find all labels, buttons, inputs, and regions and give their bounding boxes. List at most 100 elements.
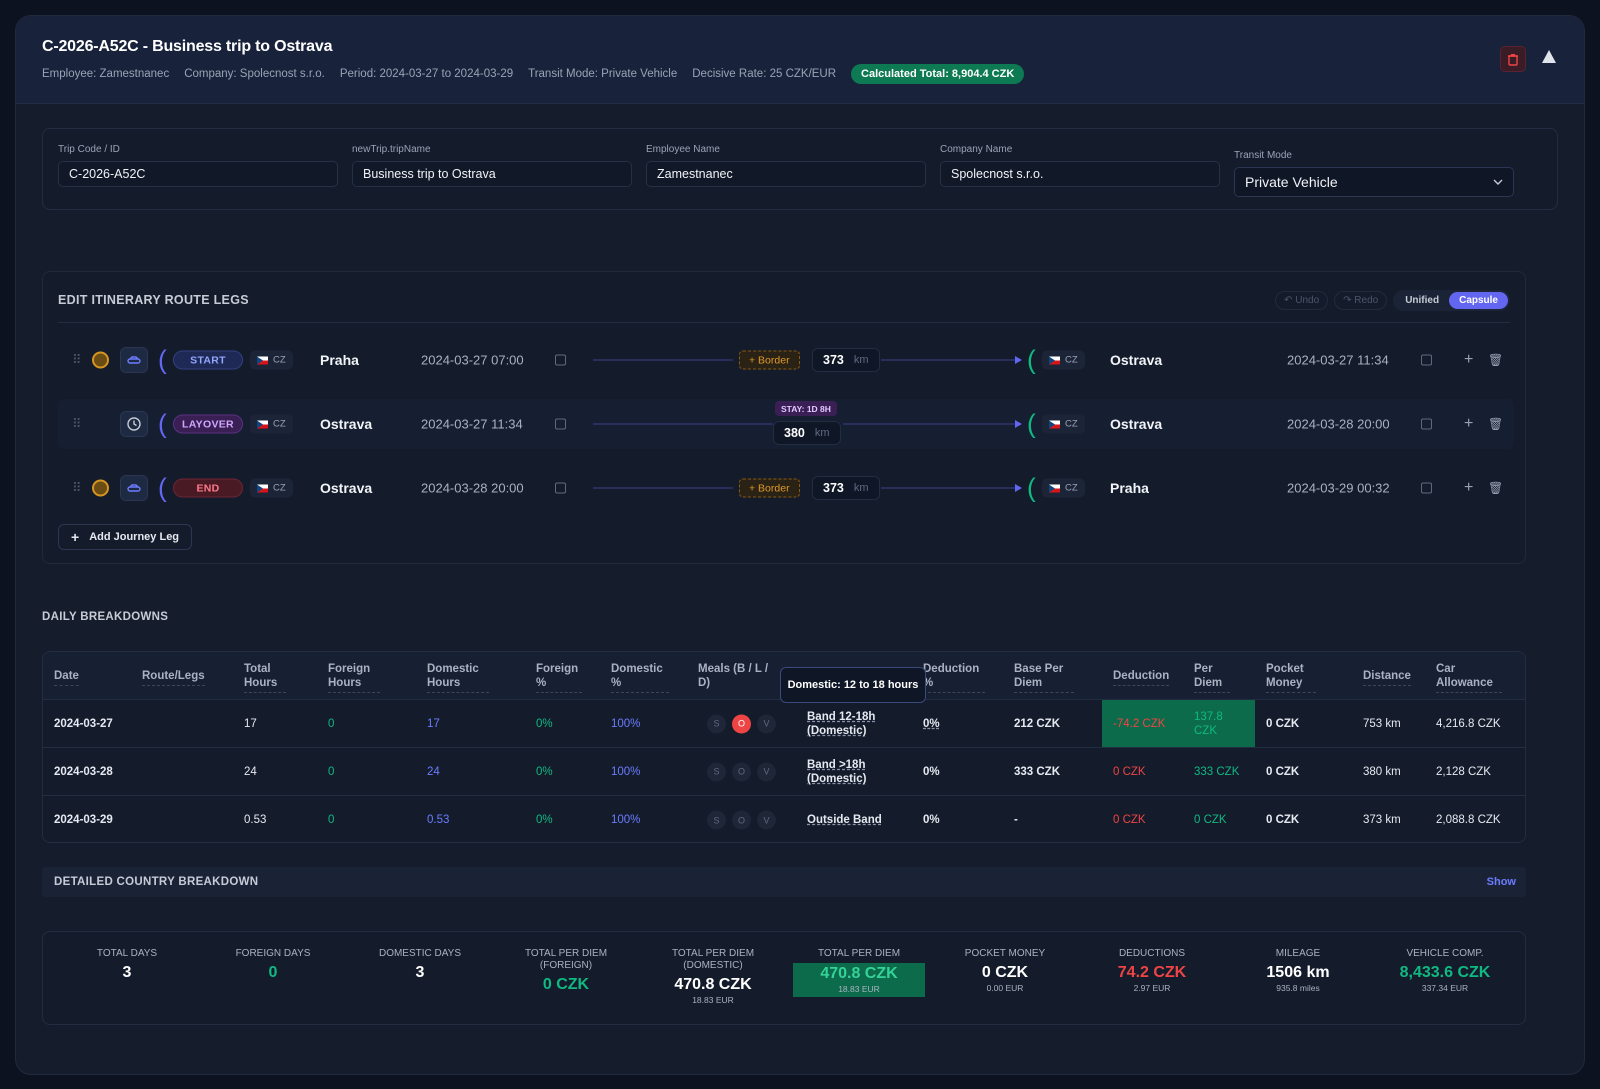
col-per-diem[interactable]: Per Diem — [1194, 662, 1230, 693]
cell-band[interactable]: Outside Band — [807, 814, 882, 826]
summary-domestic-days: DOMESTIC DAYS 3 — [354, 948, 486, 982]
col-pocket-money[interactable]: Pocket Money — [1266, 662, 1316, 693]
transit-mode-select[interactable]: Private Vehicle — [1234, 167, 1514, 197]
delete-leg-icon[interactable]: 🗑 — [1488, 481, 1504, 495]
clock-icon — [127, 417, 141, 431]
col-foreign-pct[interactable]: Foreign % — [536, 662, 582, 693]
cell-pocket-money: 0 CZK — [1266, 765, 1300, 778]
country-breakdown-bar[interactable]: DETAILED COUNTRY BREAKDOWN Show — [42, 867, 1526, 897]
leg-bracket-icon: ( — [1027, 408, 1036, 439]
from-datetime[interactable]: 2024-03-28 20:00 — [421, 480, 524, 496]
col-meals[interactable]: Meals (B / L / D) — [698, 663, 769, 689]
to-datetime[interactable]: 2024-03-28 20:00 — [1287, 416, 1390, 432]
table-row[interactable]: 2024-03-29 0.53 0 0.53 0% 100% S O V Out… — [43, 796, 1525, 842]
breakfast-toggle[interactable]: S — [707, 762, 726, 781]
view-mode-toggle: Unified Capsule — [1393, 290, 1510, 311]
transport-toggle-button[interactable] — [120, 347, 148, 373]
show-country-breakdown-button[interactable]: Show — [1486, 876, 1516, 888]
to-datetime[interactable]: 2024-03-29 00:32 — [1287, 480, 1390, 496]
collapse-icon[interactable] — [1542, 50, 1556, 63]
company-name-input[interactable]: Spolecnost s.r.o. — [940, 161, 1220, 187]
trip-name-field: newTrip.tripName Business trip to Ostrav… — [352, 144, 632, 187]
col-deduction-pct[interactable]: Deduction % — [923, 662, 985, 693]
breakfast-toggle[interactable]: S — [707, 810, 726, 830]
breakfast-toggle[interactable]: S — [707, 714, 726, 733]
add-leg-after-icon[interactable]: + — [1464, 415, 1474, 432]
distance-chip[interactable]: 373 km — [812, 348, 880, 372]
table-row[interactable]: 2024-03-27 17 0 17 0% 100% S O V Band 12… — [43, 700, 1525, 748]
employee-name-input[interactable]: Zamestnanec — [646, 161, 926, 187]
transit-mode-value: Private Vehicle — [1245, 174, 1338, 190]
add-border-button[interactable]: + Border — [739, 350, 800, 370]
itinerary-panel: EDIT ITINERARY ROUTE LEGS ↶ Undo ↷ Redo … — [42, 271, 1526, 564]
redo-label: Redo — [1354, 295, 1379, 306]
drag-handle-icon[interactable]: ⠿ — [72, 480, 82, 495]
distance-unit: km — [853, 354, 869, 366]
add-journey-leg-button[interactable]: + Add Journey Leg — [58, 524, 193, 550]
drag-handle-icon[interactable]: ⠿ — [72, 416, 82, 431]
distance-chip[interactable]: 373 km — [812, 476, 880, 500]
dinner-toggle[interactable]: V — [757, 714, 776, 733]
lunch-toggle[interactable]: O — [732, 810, 751, 830]
to-city[interactable]: Praha — [1110, 480, 1149, 496]
cell-band[interactable]: Band >18h (Domestic) — [807, 758, 867, 785]
dinner-toggle[interactable]: V — [757, 762, 776, 781]
col-distance[interactable]: Distance — [1363, 669, 1411, 686]
from-city[interactable]: Ostrava — [320, 480, 373, 496]
col-base-per-diem[interactable]: Base Per Diem — [1014, 662, 1074, 693]
summary-highlight: 470.8 CZK 18.83 EUR — [793, 963, 925, 997]
col-domestic-hours[interactable]: Domestic Hours — [427, 662, 489, 693]
calendar-icon[interactable] — [555, 354, 566, 366]
calendar-icon[interactable] — [1421, 354, 1432, 366]
from-datetime[interactable]: 2024-03-27 11:34 — [421, 416, 523, 432]
transport-toggle-button[interactable] — [120, 475, 148, 501]
layover-toggle-button[interactable] — [120, 411, 148, 437]
to-country-chip[interactable]: CZ — [1042, 478, 1085, 498]
add-journey-leg-label: Add Journey Leg — [89, 531, 180, 543]
to-country-chip[interactable]: CZ — [1042, 350, 1085, 370]
to-country-chip[interactable]: CZ — [1042, 414, 1085, 434]
to-datetime[interactable]: 2024-03-27 11:34 — [1287, 352, 1389, 368]
summary-value: 74.2 CZK — [1117, 964, 1187, 981]
col-deduction[interactable]: Deduction — [1113, 669, 1170, 686]
to-city[interactable]: Ostrava — [1110, 352, 1163, 368]
calendar-icon[interactable] — [555, 482, 566, 494]
mode-capsule-button[interactable]: Capsule — [1449, 292, 1508, 309]
from-country-chip[interactable]: CZ — [250, 478, 293, 498]
delete-leg-icon[interactable]: 🗑 — [1488, 353, 1504, 367]
table-row[interactable]: 2024-03-28 24 0 24 0% 100% S O V Band >1… — [43, 748, 1525, 796]
col-domestic-pct[interactable]: Domestic % — [611, 662, 669, 693]
from-country-chip[interactable]: CZ — [250, 414, 293, 434]
col-total-hours[interactable]: Total Hours — [244, 662, 286, 693]
from-datetime[interactable]: 2024-03-27 07:00 — [421, 352, 524, 368]
col-route[interactable]: Route/Legs — [142, 669, 205, 686]
delete-leg-icon[interactable]: 🗑 — [1488, 417, 1504, 431]
undo-button[interactable]: ↶ Undo — [1275, 291, 1329, 310]
delete-trip-button[interactable] — [1500, 46, 1526, 72]
col-date[interactable]: Date — [54, 669, 79, 686]
add-leg-after-icon[interactable]: + — [1464, 479, 1474, 496]
calendar-icon[interactable] — [1421, 482, 1432, 494]
mode-unified-button[interactable]: Unified — [1405, 295, 1440, 306]
dinner-toggle[interactable]: V — [757, 810, 776, 830]
from-city[interactable]: Praha — [320, 352, 359, 368]
col-foreign-hours[interactable]: Foreign Hours — [328, 662, 380, 693]
drag-handle-icon[interactable]: ⠿ — [72, 352, 82, 367]
transit-mode-field: Transit Mode Private Vehicle — [1234, 150, 1514, 197]
lunch-toggle[interactable]: O — [732, 714, 751, 733]
distance-chip[interactable]: 380 km — [773, 421, 841, 445]
from-city[interactable]: Ostrava — [320, 416, 373, 432]
from-country-chip[interactable]: CZ — [250, 350, 293, 370]
trip-code-input[interactable]: C-2026-A52C — [58, 161, 338, 187]
add-border-button[interactable]: + Border — [739, 478, 800, 498]
col-car-allowance[interactable]: Car Allowance — [1436, 662, 1502, 693]
calendar-icon[interactable] — [555, 418, 566, 430]
add-leg-after-icon[interactable]: + — [1464, 351, 1474, 368]
trip-name-input[interactable]: Business trip to Ostrava — [352, 161, 632, 187]
calendar-icon[interactable] — [1421, 418, 1432, 430]
redo-button[interactable]: ↷ Redo — [1334, 291, 1388, 310]
cell-band[interactable]: Band 12-18h (Domestic) — [807, 710, 876, 737]
lunch-toggle[interactable]: O — [732, 762, 751, 781]
cell-per-diem: 137.8 CZK — [1194, 710, 1223, 737]
to-city[interactable]: Ostrava — [1110, 416, 1163, 432]
